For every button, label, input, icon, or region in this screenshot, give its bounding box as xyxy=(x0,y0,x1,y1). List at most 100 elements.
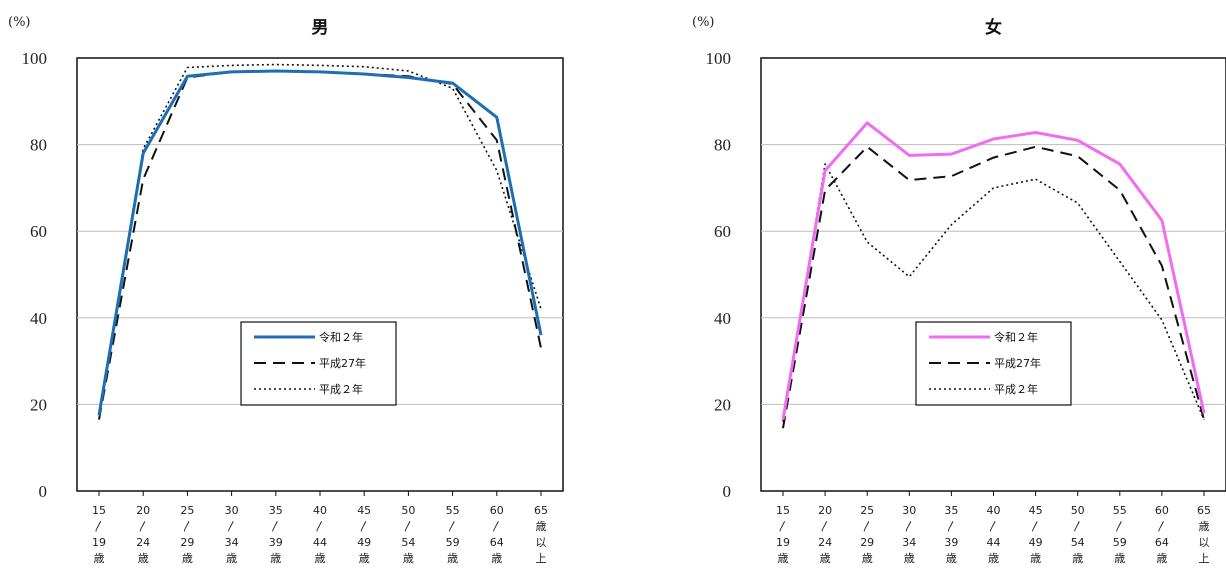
y-tick-label: 100 xyxy=(22,49,48,68)
x-tick-label: 〳 xyxy=(1030,520,1041,533)
x-tick-label: 歳 xyxy=(491,552,502,565)
x-tick-label: 45 xyxy=(357,504,371,517)
x-tick-label: 〳 xyxy=(904,520,915,533)
x-tick-label: 20 xyxy=(818,504,832,517)
x-tick-label: 〳 xyxy=(182,520,193,533)
y-tick-label: 0 xyxy=(723,482,732,501)
x-tick-label: 歳 xyxy=(1156,552,1167,565)
x-tick-label: 34 xyxy=(225,536,239,549)
chart-1: 男 (%) 0 20 40 60 80 100 15 〳 19 歳 20 〳 24 歳 25 〳 29 歳 30 〳 34 歳… xyxy=(8,15,564,565)
x-tick-label: 歳 xyxy=(778,552,789,565)
x-tick-label: 〳 xyxy=(359,520,370,533)
x-tick-label: 50 xyxy=(401,504,415,517)
x-tick-label: 54 xyxy=(401,536,415,549)
x-tick-label: 25 xyxy=(860,504,874,517)
x-tick-label: 〳 xyxy=(1114,520,1125,533)
x-tick-label: 上 xyxy=(536,552,547,565)
x-tick-label: 24 xyxy=(818,536,832,549)
x-tick-label: 〳 xyxy=(94,520,105,533)
x-tick-label: 歳 xyxy=(820,552,831,565)
y-tick-label: 0 xyxy=(39,482,48,501)
x-tick-label: 〳 xyxy=(988,520,999,533)
x-tick-label: 歳 xyxy=(1114,552,1125,565)
x-tick-label: 35 xyxy=(269,504,283,517)
x-tick-label: 〳 xyxy=(226,520,237,533)
x-tick-label: 49 xyxy=(1029,536,1043,549)
x-tick-label: 50 xyxy=(1071,504,1085,517)
x-tick-label: 45 xyxy=(1029,504,1043,517)
x-tick-label: 〳 xyxy=(820,520,831,533)
plot-area xyxy=(760,57,1226,492)
x-tick-label: 29 xyxy=(860,536,874,549)
x-tick-label: 〳 xyxy=(491,520,502,533)
x-tick-label: 15 xyxy=(92,504,106,517)
x-tick-label: 55 xyxy=(1113,504,1127,517)
x-tick-label: 55 xyxy=(446,504,460,517)
y-tick-label: 60 xyxy=(30,222,47,241)
x-tick-label: 〳 xyxy=(447,520,458,533)
y-tick-label: 20 xyxy=(714,395,731,414)
x-tick-label: 歳 xyxy=(403,552,414,565)
x-tick-label: 19 xyxy=(92,536,106,549)
x-tick-label: 44 xyxy=(313,536,327,549)
series-line-1 xyxy=(97,69,543,416)
x-tick-label: 34 xyxy=(902,536,916,549)
y-unit-label: (%) xyxy=(8,15,31,30)
plot-area xyxy=(76,57,564,492)
x-tick-label: 39 xyxy=(944,536,958,549)
x-tick-label: 64 xyxy=(1155,536,1169,549)
x-tick-label: 29 xyxy=(180,536,194,549)
x-tick-label: 歳 xyxy=(536,520,547,533)
legend-label: 平成27年 xyxy=(319,356,366,370)
y-tick-label: 40 xyxy=(30,309,47,328)
series-line-2 xyxy=(782,145,1205,429)
x-tick-label: 54 xyxy=(1071,536,1085,549)
series-line-3 xyxy=(98,63,542,414)
x-tick-label: 歳 xyxy=(270,552,281,565)
chart-title: 男 xyxy=(312,18,329,38)
x-tick-label: 歳 xyxy=(359,552,370,565)
legend-label: 平成27年 xyxy=(994,356,1041,370)
x-tick-label: 〳 xyxy=(403,520,414,533)
x-tick-label: 20 xyxy=(136,504,150,517)
x-tick-label: 30 xyxy=(902,504,916,517)
x-tick-label: 歳 xyxy=(946,552,957,565)
x-tick-label: 〳 xyxy=(1072,520,1083,533)
x-tick-label: 35 xyxy=(944,504,958,517)
x-tick-label: 〳 xyxy=(138,520,149,533)
x-tick-label: 49 xyxy=(357,536,371,549)
x-tick-label: 歳 xyxy=(226,552,237,565)
x-tick-label: 歳 xyxy=(182,552,193,565)
legend-label: 平成２年 xyxy=(994,382,1038,396)
x-tick-label: 歳 xyxy=(988,552,999,565)
x-tick-label: 44 xyxy=(987,536,1001,549)
x-tick-label: 65 xyxy=(534,504,548,517)
x-tick-label: 15 xyxy=(776,504,790,517)
x-tick-label: 〳 xyxy=(946,520,957,533)
x-tick-label: 65 xyxy=(1197,504,1211,517)
x-tick-label: 〳 xyxy=(1156,520,1167,533)
x-tick-label: 歳 xyxy=(447,552,458,565)
x-tick-label: 39 xyxy=(269,536,283,549)
x-tick-label: 64 xyxy=(490,536,504,549)
x-tick-label: 歳 xyxy=(138,552,149,565)
x-tick-label: 59 xyxy=(446,536,460,549)
y-unit-label: (%) xyxy=(692,15,715,30)
y-tick-label: 60 xyxy=(714,222,731,241)
x-tick-label: 〳 xyxy=(315,520,326,533)
y-tick-label: 20 xyxy=(30,395,47,414)
x-tick-label: 歳 xyxy=(94,552,105,565)
y-tick-label: 80 xyxy=(714,136,731,155)
legend-label: 平成２年 xyxy=(319,382,363,396)
x-tick-label: 30 xyxy=(225,504,239,517)
x-tick-label: 〳 xyxy=(862,520,873,533)
series-line-1 xyxy=(781,121,1206,420)
x-tick-label: 歳 xyxy=(315,552,326,565)
x-tick-label: 上 xyxy=(1199,552,1210,565)
x-tick-label: 歳 xyxy=(1072,552,1083,565)
x-tick-label: 以 xyxy=(536,536,547,549)
x-tick-label: 40 xyxy=(313,504,327,517)
x-tick-label: 60 xyxy=(1155,504,1169,517)
